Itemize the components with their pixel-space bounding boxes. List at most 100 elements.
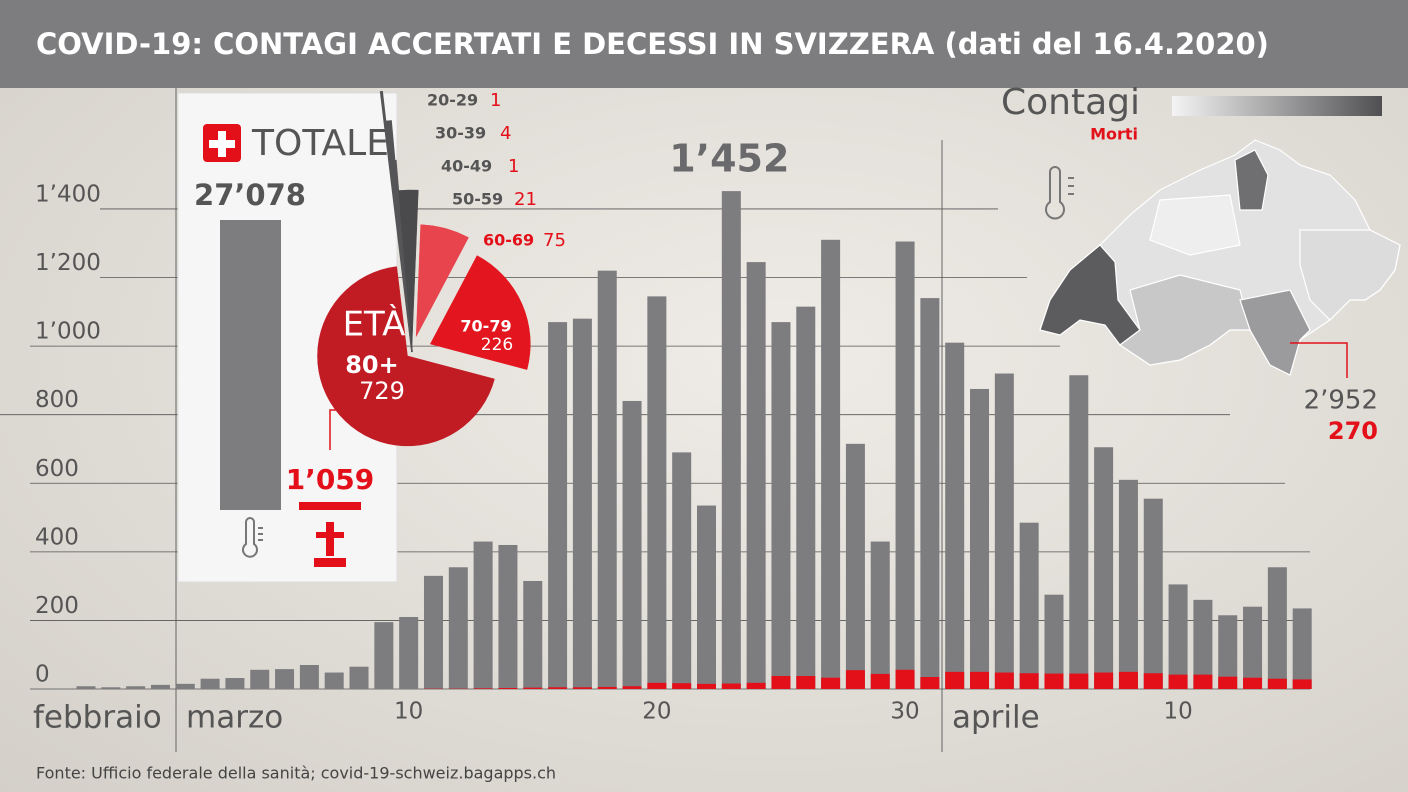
case-bar: [225, 678, 245, 689]
death-bar: [920, 676, 940, 689]
y-tick-label: 1’000: [35, 319, 101, 345]
case-bar: [349, 666, 369, 689]
case-bar: [1118, 479, 1138, 689]
age-value: 729: [359, 377, 405, 405]
case-bar: [1243, 606, 1263, 689]
legend-gradient: [1172, 96, 1382, 116]
case-bar: [1094, 447, 1114, 689]
y-tick-label: 200: [35, 593, 79, 619]
case-bar: [572, 318, 592, 689]
age-label: 40-49: [441, 157, 492, 176]
age-value: 1: [490, 90, 501, 111]
case-bar: [150, 684, 170, 689]
case-bar: [1267, 567, 1287, 689]
age-value: 75: [543, 230, 566, 251]
case-bar: [821, 239, 841, 689]
case-bar: [473, 541, 493, 689]
case-bar: [1044, 594, 1064, 689]
title-bar: [0, 0, 1408, 88]
age-value: 4: [500, 123, 511, 144]
case-bar: [275, 669, 295, 689]
month-label: marzo: [186, 700, 283, 736]
case-bar: [845, 443, 865, 689]
case-bar: [498, 544, 518, 689]
age-value: 226: [481, 335, 513, 355]
case-bar: [175, 683, 195, 689]
case-bar: [399, 616, 419, 689]
case-bar: [945, 342, 965, 689]
pie-title: ETÀ: [343, 304, 406, 345]
case-bar: [796, 306, 816, 689]
death-bar: [1292, 679, 1312, 689]
age-label: 60-69: [483, 231, 534, 250]
case-bar: [1069, 375, 1089, 689]
death-bar: [572, 687, 592, 689]
death-bar: [721, 683, 741, 689]
case-bar: [423, 575, 443, 689]
case-bar: [250, 669, 270, 689]
age-value: 21: [514, 189, 537, 210]
death-bar: [821, 677, 841, 689]
x-tick-label: 20: [642, 699, 671, 725]
case-bar: [622, 400, 642, 689]
pie-slice: [393, 159, 413, 353]
death-bar: [1218, 676, 1238, 689]
case-bar: [697, 505, 716, 689]
deaths-underline: [299, 502, 361, 510]
death-bar: [1118, 671, 1138, 689]
age-label: 30-39: [435, 124, 486, 143]
death-bar: [796, 675, 816, 689]
total-cases-bar: [220, 220, 281, 510]
death-bar: [1168, 674, 1188, 689]
region: [1234, 149, 1269, 211]
death-bar: [1019, 673, 1039, 689]
age-label: 70-79: [460, 317, 511, 336]
death-bar: [1044, 673, 1064, 689]
cross-icon: [314, 522, 346, 567]
pie-slice: [415, 224, 469, 337]
age-label: 50-59: [452, 190, 503, 209]
y-tick-label: 0: [35, 662, 50, 688]
x-tick-label: 10: [1163, 699, 1192, 725]
swiss-cross: [209, 131, 235, 157]
source: Fonte: Ufficio federale della sanità; co…: [36, 764, 556, 783]
case-bar: [597, 270, 617, 689]
map-deaths: 270: [1328, 417, 1378, 445]
region: [1239, 289, 1311, 376]
death-bar: [994, 672, 1014, 689]
death-bar: [647, 682, 667, 689]
case-bar: [1193, 599, 1213, 689]
title: COVID-19: CONTAGI ACCERTATI E DECESSI IN…: [36, 27, 1269, 61]
region: [1039, 244, 1141, 346]
age-label: 20-29: [427, 91, 478, 110]
case-bar: [1019, 522, 1039, 689]
case-bar: [721, 191, 741, 690]
death-bar: [870, 673, 890, 689]
age-value: 1: [508, 156, 519, 177]
thermometer-icon: [1045, 166, 1074, 220]
death-bar: [1243, 677, 1263, 689]
death-bar: [1267, 678, 1287, 689]
death-bar: [697, 683, 716, 689]
pie-slice: [384, 120, 413, 353]
death-bar: [523, 687, 543, 689]
pie-slice: [317, 266, 495, 447]
y-tick-label: 1’200: [35, 250, 101, 276]
death-bar: [970, 671, 990, 689]
case-bar: [523, 580, 543, 689]
case-bar: [870, 541, 890, 689]
death-bar: [548, 687, 568, 689]
case-bar: [324, 672, 344, 689]
region: [1118, 274, 1251, 366]
pie-slice: [429, 255, 531, 370]
value-label: 1’452: [669, 137, 789, 181]
total-cases: 27’078: [194, 178, 306, 212]
death-bar: [622, 686, 642, 689]
pie-slice: [398, 189, 419, 349]
case-bar: [994, 373, 1014, 689]
legend-deaths: Morti: [1090, 125, 1138, 144]
death-bar: [1193, 674, 1213, 689]
case-bar: [920, 298, 940, 689]
case-bar: [672, 452, 692, 689]
